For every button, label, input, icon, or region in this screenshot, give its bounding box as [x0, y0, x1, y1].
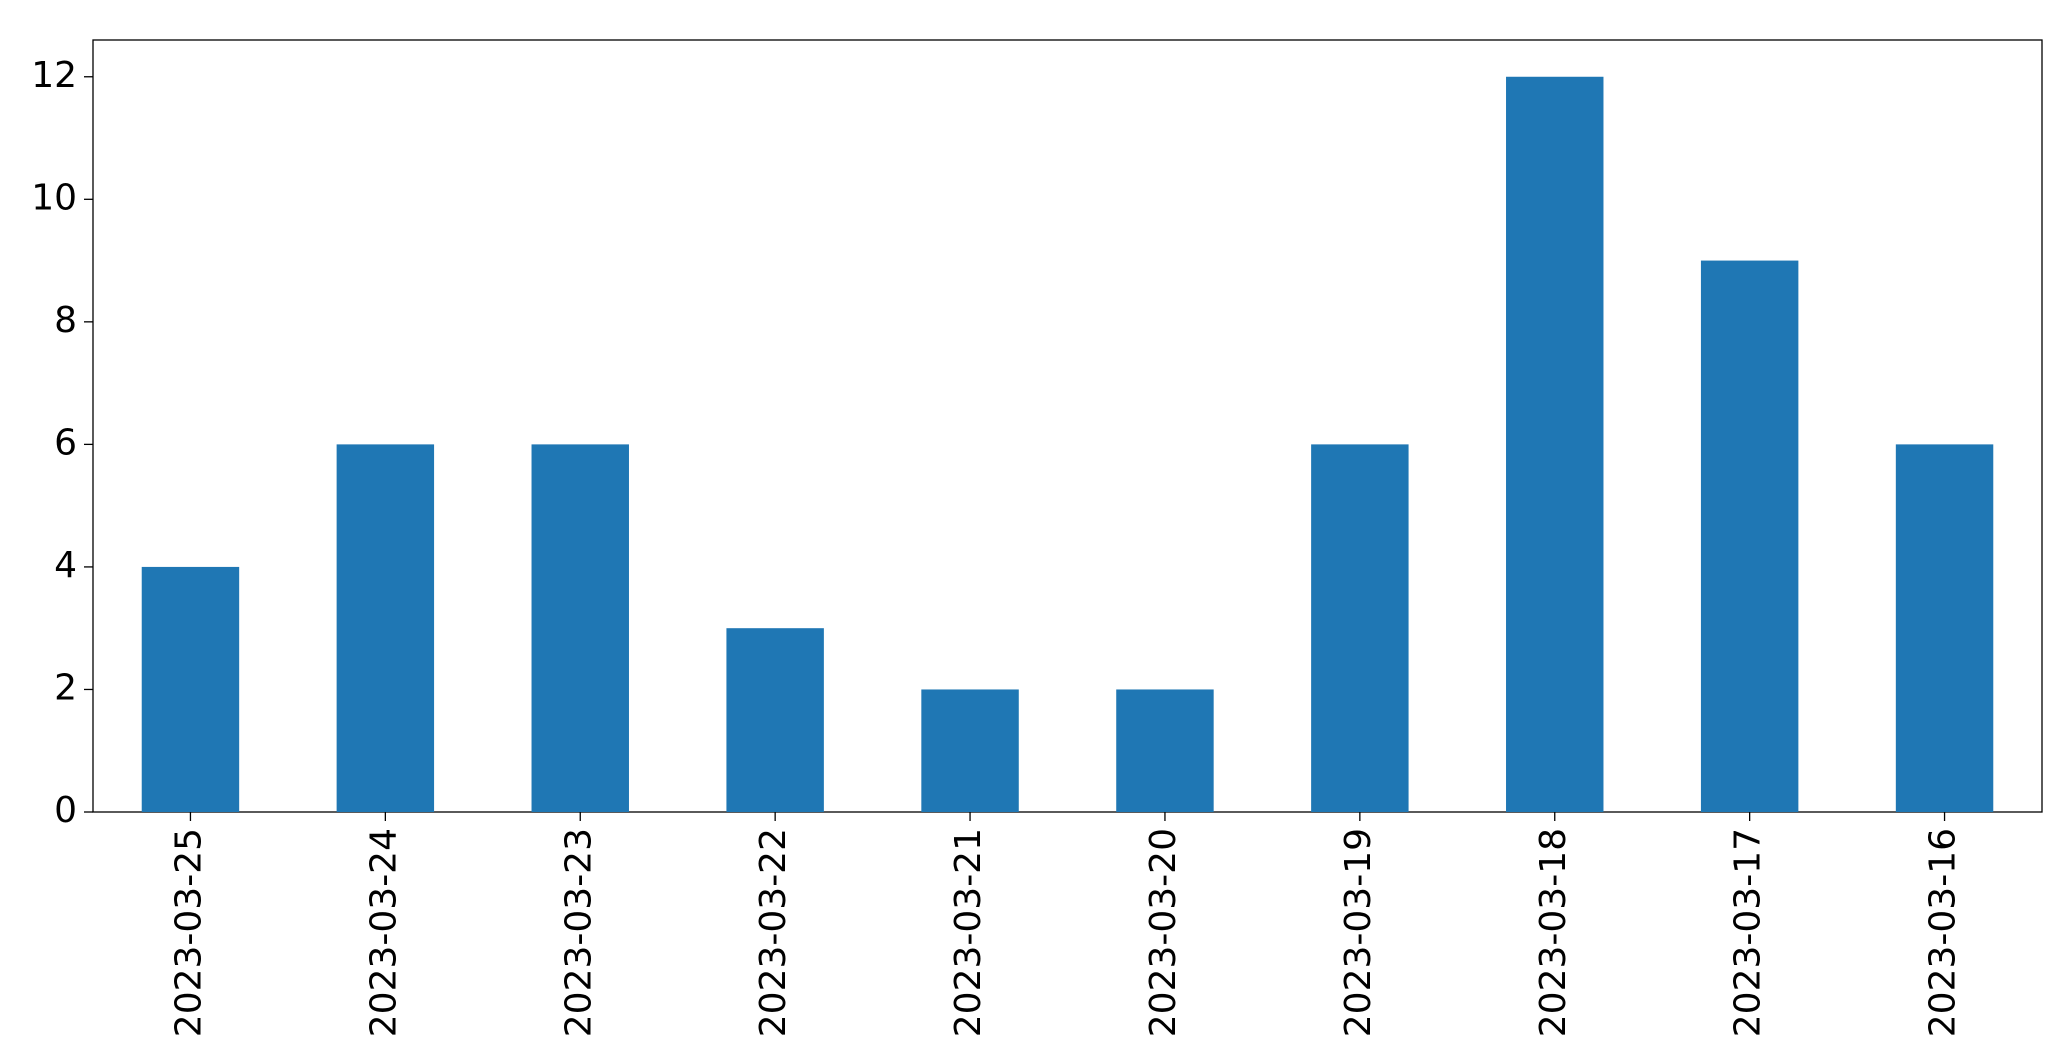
x-tick-label: 2023-03-19	[1338, 828, 1379, 1037]
y-tick-label: 12	[31, 55, 77, 96]
x-tick-label: 2023-03-18	[1533, 828, 1574, 1037]
y-tick-label: 6	[54, 422, 77, 463]
x-tick-label: 2023-03-24	[363, 828, 404, 1037]
y-tick-label: 4	[54, 545, 77, 586]
bar	[1311, 444, 1409, 812]
x-tick-label: 2023-03-22	[753, 828, 794, 1037]
bar	[1506, 76, 1604, 812]
x-tick-label: 2023-03-25	[168, 828, 209, 1037]
y-tick-label: 10	[31, 177, 77, 218]
x-tick-label: 2023-03-23	[558, 828, 599, 1037]
bar	[141, 566, 240, 812]
bar	[1116, 689, 1214, 812]
x-tick-label: 2023-03-20	[1143, 828, 1184, 1037]
y-tick-label: 0	[54, 790, 77, 831]
plot-frame	[92, 39, 2043, 813]
y-tick-label: 8	[54, 300, 77, 341]
bar	[921, 689, 1019, 812]
bar	[1700, 260, 1799, 813]
y-tick-label: 2	[54, 667, 77, 708]
x-tick-label: 2023-03-21	[948, 828, 989, 1037]
bar	[726, 628, 824, 812]
x-tick-label: 2023-03-17	[1728, 828, 1769, 1037]
bar	[336, 444, 435, 812]
bar	[1895, 444, 1994, 812]
bar	[531, 444, 629, 812]
x-tick-label: 2023-03-16	[1923, 828, 1964, 1037]
